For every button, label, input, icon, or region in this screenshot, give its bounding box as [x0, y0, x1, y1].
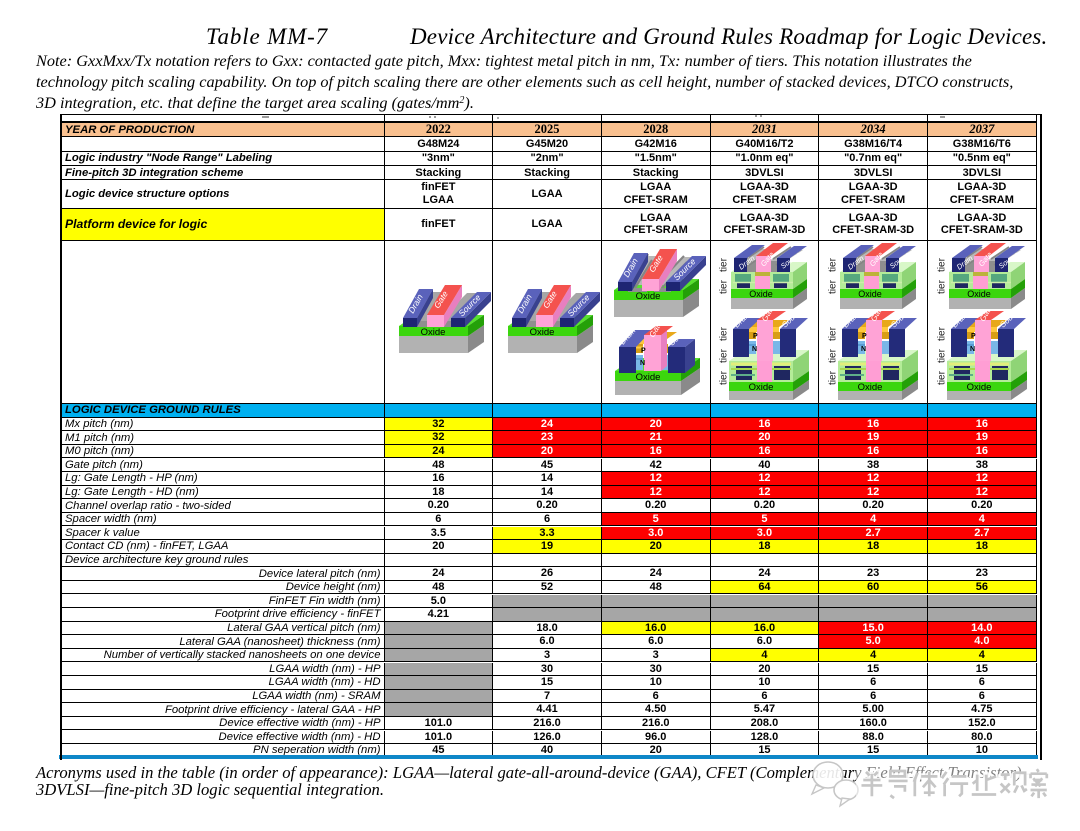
svg-text:Oxide: Oxide: [636, 291, 661, 302]
svg-text:Oxide: Oxide: [749, 382, 774, 393]
svg-text:Oxide: Oxide: [530, 327, 555, 338]
svg-text:N: N: [752, 346, 757, 353]
svg-text:N: N: [861, 346, 866, 353]
svg-text:Oxide: Oxide: [967, 382, 992, 393]
svg-text:Oxide: Oxide: [636, 372, 661, 383]
svg-text:P: P: [971, 333, 976, 340]
svg-text:Oxide: Oxide: [858, 382, 883, 393]
svg-text:Oxide: Oxide: [421, 327, 446, 338]
svg-text:P: P: [641, 348, 646, 355]
svg-text:Oxide: Oxide: [858, 289, 882, 299]
svg-text:P: P: [753, 333, 758, 340]
svg-text:Oxide: Oxide: [749, 289, 773, 299]
svg-text:Oxide: Oxide: [967, 289, 991, 299]
svg-text:P: P: [862, 333, 867, 340]
svg-text:N: N: [640, 360, 645, 367]
svg-text:N: N: [970, 346, 975, 353]
